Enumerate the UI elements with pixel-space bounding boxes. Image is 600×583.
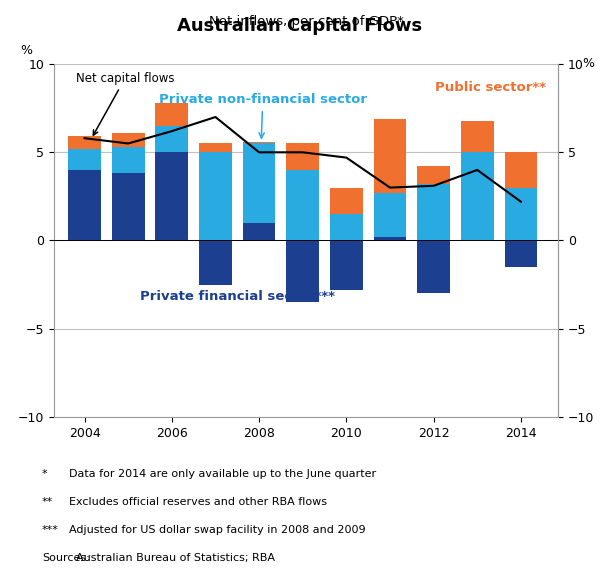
- Text: Australian Capital Flows: Australian Capital Flows: [178, 17, 422, 36]
- Bar: [461, 121, 494, 152]
- Bar: [374, 119, 406, 193]
- Bar: [112, 133, 145, 147]
- Bar: [330, 214, 363, 240]
- Bar: [417, 240, 450, 293]
- Title: Net inflows, per cent of GDP*: Net inflows, per cent of GDP*: [209, 15, 403, 28]
- Bar: [461, 152, 494, 240]
- Text: **: **: [42, 497, 53, 507]
- Text: Private non-financial sector: Private non-financial sector: [159, 93, 367, 138]
- Text: Sources:: Sources:: [42, 553, 90, 563]
- Bar: [286, 240, 319, 302]
- Y-axis label: %: %: [582, 57, 594, 70]
- Bar: [199, 152, 232, 240]
- Bar: [243, 142, 275, 143]
- Bar: [243, 143, 275, 223]
- Bar: [374, 193, 406, 237]
- Bar: [505, 240, 537, 267]
- Bar: [199, 240, 232, 285]
- Bar: [330, 188, 363, 214]
- Text: Net capital flows: Net capital flows: [76, 72, 175, 135]
- Bar: [68, 170, 101, 240]
- Bar: [417, 166, 450, 184]
- Bar: [286, 143, 319, 170]
- Bar: [68, 136, 101, 149]
- Bar: [374, 237, 406, 240]
- Bar: [155, 103, 188, 126]
- Y-axis label: %: %: [20, 44, 32, 57]
- Bar: [505, 152, 537, 188]
- Bar: [417, 184, 450, 240]
- Text: Australian Bureau of Statistics; RBA: Australian Bureau of Statistics; RBA: [69, 553, 275, 563]
- Bar: [155, 126, 188, 152]
- Text: Data for 2014 are only available up to the June quarter: Data for 2014 are only available up to t…: [69, 469, 376, 479]
- Bar: [199, 143, 232, 152]
- Bar: [286, 170, 319, 240]
- Text: Adjusted for US dollar swap facility in 2008 and 2009: Adjusted for US dollar swap facility in …: [69, 525, 365, 535]
- Text: Public sector**: Public sector**: [435, 80, 546, 93]
- Text: ***: ***: [42, 525, 59, 535]
- Bar: [68, 149, 101, 170]
- Bar: [155, 152, 188, 240]
- Text: Excludes official reserves and other RBA flows: Excludes official reserves and other RBA…: [69, 497, 327, 507]
- Bar: [112, 147, 145, 174]
- Bar: [112, 174, 145, 240]
- Text: Private financial sector***: Private financial sector***: [140, 290, 335, 303]
- Bar: [330, 240, 363, 290]
- Bar: [243, 223, 275, 240]
- Bar: [505, 188, 537, 240]
- Text: *: *: [42, 469, 47, 479]
